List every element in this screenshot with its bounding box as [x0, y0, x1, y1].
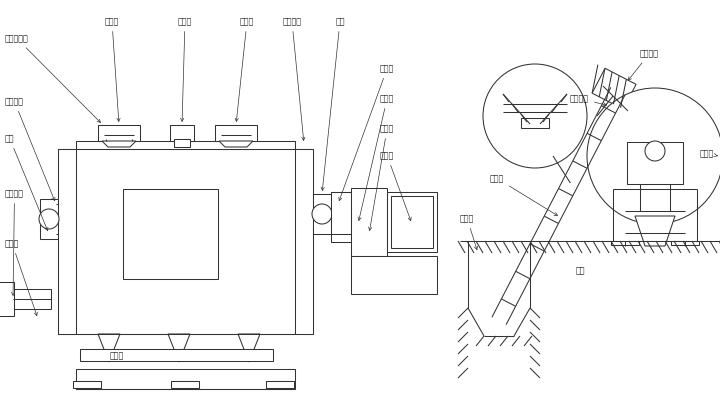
Text: 轴承: 轴承: [321, 17, 345, 190]
Bar: [331, 192, 351, 242]
Bar: [98, 125, 140, 141]
Text: 减速机: 减速机: [369, 124, 395, 230]
Bar: [671, 241, 699, 245]
Polygon shape: [238, 334, 260, 362]
Text: 电动机: 电动机: [380, 151, 411, 221]
Polygon shape: [98, 334, 120, 362]
Circle shape: [483, 64, 587, 168]
Bar: [80, 349, 273, 361]
Polygon shape: [592, 68, 636, 109]
Bar: [0, 282, 14, 316]
Bar: [351, 256, 437, 294]
Bar: [521, 118, 549, 128]
Bar: [58, 149, 313, 334]
Bar: [295, 149, 313, 334]
Text: 投料斗: 投料斗: [460, 214, 477, 249]
Bar: [215, 125, 257, 141]
Polygon shape: [635, 216, 675, 246]
Text: 小料添加口: 小料添加口: [5, 34, 101, 122]
Bar: [58, 149, 76, 334]
Bar: [76, 141, 295, 149]
Polygon shape: [219, 141, 253, 147]
Bar: [171, 381, 199, 388]
Bar: [13, 289, 51, 309]
Circle shape: [645, 141, 665, 161]
Circle shape: [587, 88, 720, 224]
Circle shape: [312, 204, 332, 224]
Text: 联轴器: 联轴器: [339, 64, 395, 201]
Text: 观察口: 观察口: [105, 17, 120, 122]
Bar: [611, 241, 639, 245]
Text: 加油口: 加油口: [358, 94, 395, 221]
Bar: [266, 381, 294, 388]
Text: 搅拌机: 搅拌机: [700, 149, 717, 158]
Bar: [273, 381, 287, 389]
Bar: [40, 199, 58, 239]
Circle shape: [39, 209, 59, 229]
Bar: [174, 139, 190, 147]
Polygon shape: [102, 141, 136, 147]
Bar: [627, 142, 683, 184]
Bar: [391, 196, 433, 248]
Text: 轴承: 轴承: [5, 134, 48, 231]
Bar: [178, 381, 192, 389]
Text: 手动蝶阀: 手动蝶阀: [5, 189, 24, 295]
Text: 固定支架: 固定支架: [570, 94, 606, 106]
Text: 布袋连接: 布袋连接: [629, 49, 659, 80]
Bar: [123, 189, 218, 279]
Polygon shape: [168, 334, 190, 362]
Text: 密封法兰: 密封法兰: [282, 17, 305, 141]
Text: 提升机: 提升机: [490, 174, 557, 216]
Text: 清扫口: 清扫口: [110, 352, 125, 360]
Text: 通风口: 通风口: [178, 17, 192, 122]
Text: 上料口: 上料口: [235, 17, 254, 122]
Text: 下料口: 下料口: [5, 239, 37, 316]
Bar: [170, 125, 194, 141]
Bar: [313, 194, 331, 234]
Bar: [76, 369, 295, 389]
Bar: [351, 188, 387, 256]
Bar: [73, 381, 101, 388]
Bar: [387, 192, 437, 252]
Bar: [80, 381, 94, 389]
Text: 密封法兰: 密封法兰: [5, 97, 55, 201]
Text: 地面: 地面: [575, 267, 585, 276]
